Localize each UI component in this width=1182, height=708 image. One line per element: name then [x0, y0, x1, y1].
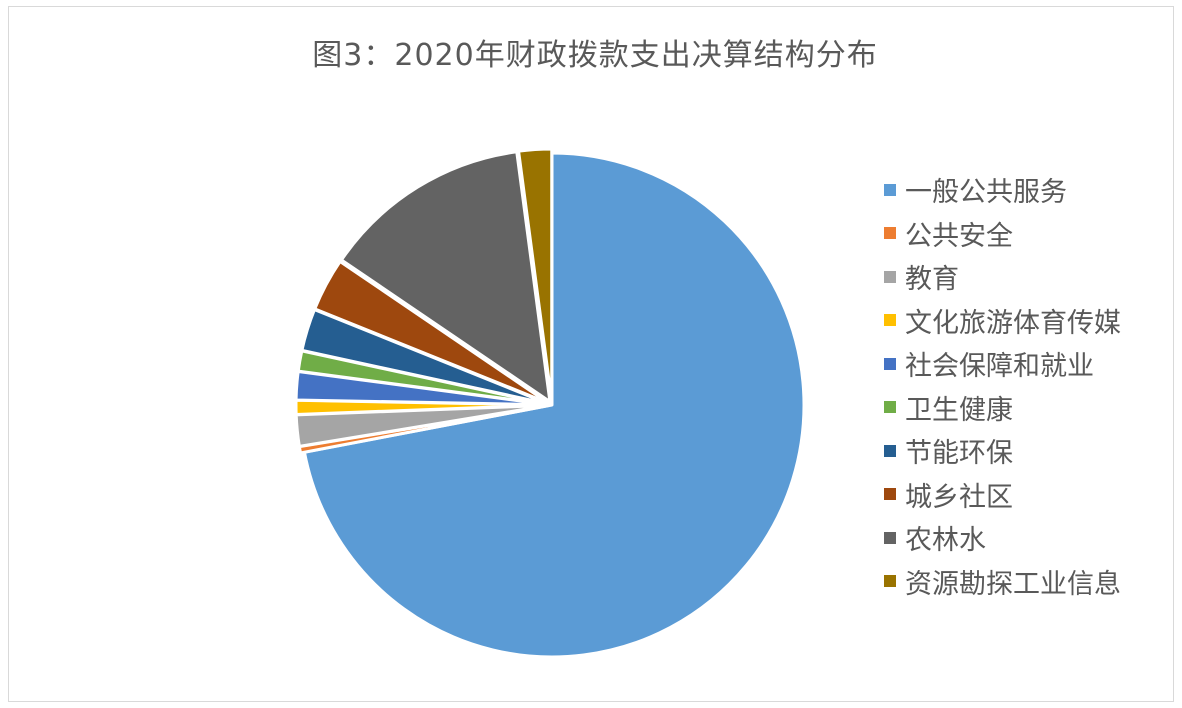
- legend-item: 农林水: [884, 516, 1121, 560]
- legend-label: 社会保障和就业: [905, 351, 1094, 383]
- legend-item: 社会保障和就业: [884, 342, 1121, 386]
- legend-item: 节能环保: [884, 429, 1121, 473]
- legend-label: 文化旅游体育传媒: [905, 307, 1121, 339]
- legend-swatch: [884, 575, 896, 588]
- pie-slice-8: [313, 259, 550, 405]
- pie-slices: [294, 147, 806, 659]
- legend-label: 农林水: [905, 525, 986, 557]
- legend-item: 资源勘探工业信息: [884, 560, 1121, 604]
- legend-item: 公共安全: [884, 212, 1121, 256]
- legend-swatch: [884, 270, 896, 283]
- legend-label: 公共安全: [905, 220, 1013, 252]
- legend-swatch: [884, 401, 896, 414]
- legend-swatch: [884, 444, 896, 457]
- legend-swatch: [884, 183, 896, 196]
- legend-item: 教育: [884, 255, 1121, 299]
- legend-item: 卫生健康: [884, 386, 1121, 430]
- legend-item: 城乡社区: [884, 473, 1121, 517]
- pie-slice-9: [339, 150, 552, 404]
- legend-swatch: [884, 227, 896, 240]
- pie-slice-10: [517, 147, 554, 403]
- legend-item: 一般公共服务: [884, 168, 1121, 212]
- legend-swatch: [884, 488, 896, 501]
- pie-slice-1: [302, 151, 806, 659]
- legend-label: 卫生健康: [905, 394, 1013, 426]
- legend-label: 教育: [905, 264, 959, 296]
- chart-title: 图3：2020年财政拨款支出决算结构分布: [312, 38, 878, 73]
- legend-item: 文化旅游体育传媒: [884, 299, 1121, 343]
- legend-label: 资源勘探工业信息: [905, 568, 1121, 600]
- legend-swatch: [884, 531, 896, 544]
- legend-label: 城乡社区: [905, 481, 1013, 513]
- legend-swatch: [884, 357, 896, 370]
- legend-label: 节能环保: [905, 438, 1013, 470]
- legend: 一般公共服务 公共安全教育文化旅游体育传媒 社会保障和就业 卫生健康节能环保城乡社区农…: [884, 168, 1121, 603]
- legend-label: 一般公共服务: [905, 177, 1067, 209]
- legend-swatch: [884, 314, 896, 327]
